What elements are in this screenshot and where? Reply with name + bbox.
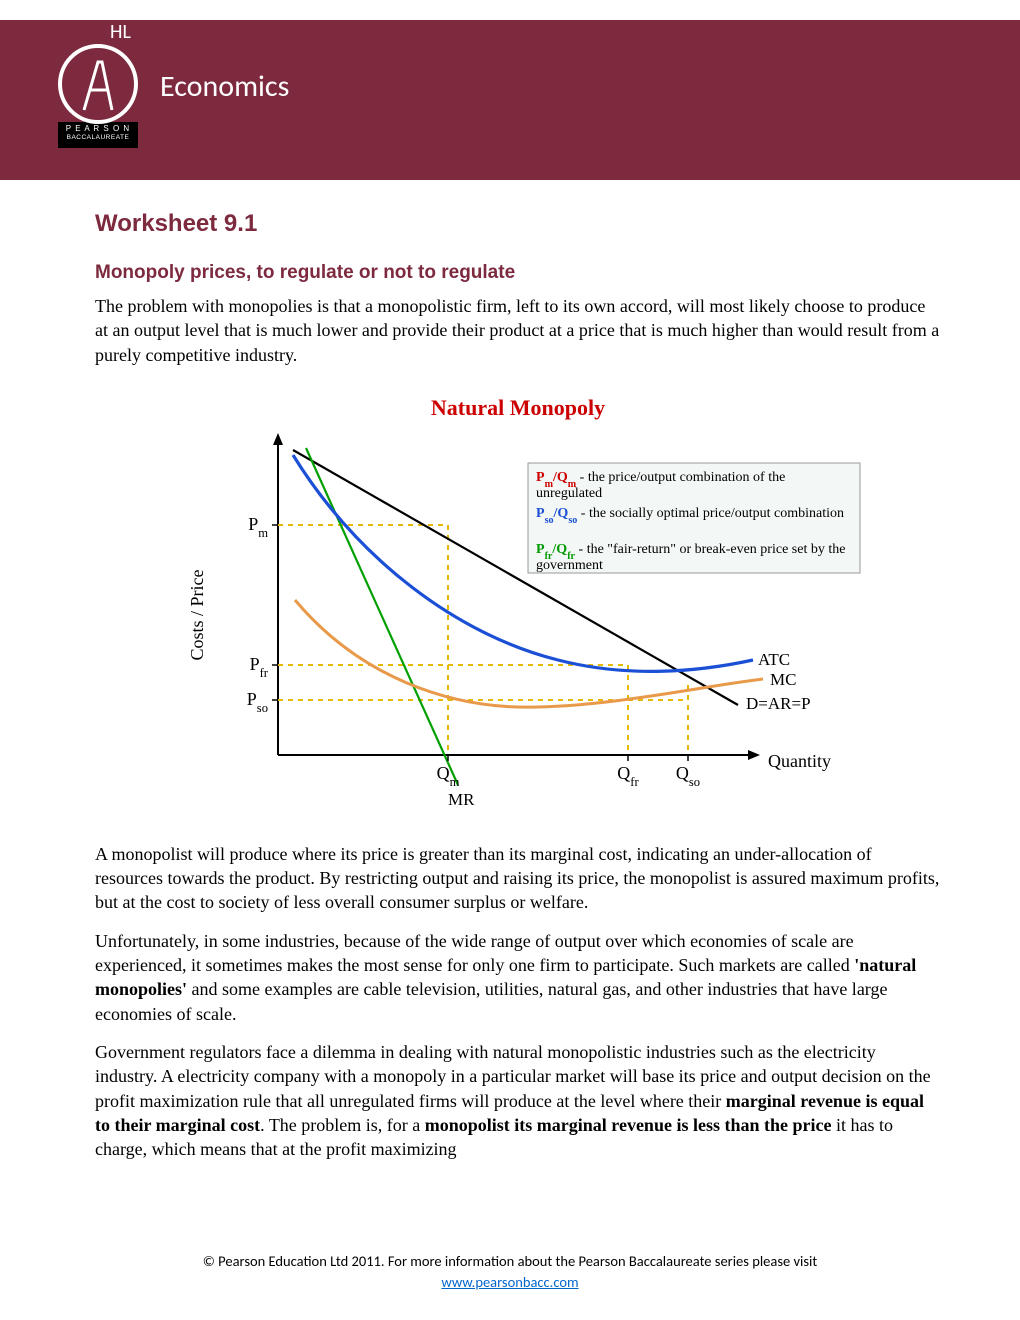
paragraph-1: The problem with monopolies is that a mo… bbox=[95, 294, 940, 367]
paragraph-4: Government regulators face a dilemma in … bbox=[95, 1040, 940, 1161]
svg-text:MC: MC bbox=[770, 670, 796, 689]
svg-text:Quantity: Quantity bbox=[768, 751, 831, 771]
subtitle: Monopoly prices, to regulate or not to r… bbox=[95, 262, 940, 284]
svg-text:D=AR=P: D=AR=P bbox=[746, 694, 811, 713]
paragraph-2: A monopolist will produce where its pric… bbox=[95, 842, 940, 915]
svg-text:MR: MR bbox=[448, 790, 475, 809]
svg-text:Qfr: Qfr bbox=[617, 763, 639, 789]
monopoly-chart: Natural Monopoly Costs / Price Quantity ATC… bbox=[158, 385, 878, 820]
footer: © Pearson Education Ltd 2011. For more i… bbox=[0, 1251, 1020, 1292]
header-band: HL Economics P E A R S O N BACCALAUREATE bbox=[0, 20, 1020, 180]
para3-c: and some examples are cable television, … bbox=[95, 979, 887, 1023]
footer-link[interactable]: www.pearsonbacc.com bbox=[441, 1273, 578, 1291]
logo-top-text: P E A R S O N bbox=[58, 124, 138, 134]
content-area: Worksheet 9.1 Monopoly prices, to regula… bbox=[95, 210, 940, 1175]
svg-text:Qm: Qm bbox=[436, 763, 459, 789]
worksheet-title: Worksheet 9.1 bbox=[95, 210, 940, 238]
paragraph-3: Unfortunately, in some industries, becau… bbox=[95, 929, 940, 1026]
svg-text:Natural Monopoly: Natural Monopoly bbox=[430, 395, 604, 420]
svg-text:Costs / Price: Costs / Price bbox=[187, 569, 207, 660]
footer-text: © Pearson Education Ltd 2011. For more i… bbox=[203, 1252, 817, 1270]
para4-c: . The problem is, for a bbox=[260, 1115, 425, 1135]
para3-a: Unfortunately, in some industries, becau… bbox=[95, 931, 854, 975]
svg-text:ATC: ATC bbox=[758, 650, 790, 669]
svg-text:Qso: Qso bbox=[675, 763, 699, 789]
subject-label: Economics bbox=[160, 68, 289, 105]
svg-text:Pfr: Pfr bbox=[249, 654, 268, 680]
logo-bottom-text: BACCALAUREATE bbox=[58, 134, 138, 142]
hl-label: HL bbox=[110, 20, 131, 44]
para4-d: monopolist its marginal revenue is less … bbox=[425, 1115, 832, 1135]
svg-text:Pso: Pso bbox=[246, 689, 267, 715]
logo-circle-icon bbox=[58, 44, 138, 124]
logo-strip: P E A R S O N BACCALAUREATE bbox=[58, 122, 138, 148]
svg-text:Pm: Pm bbox=[248, 514, 268, 540]
pearson-logo: P E A R S O N BACCALAUREATE bbox=[58, 44, 138, 154]
